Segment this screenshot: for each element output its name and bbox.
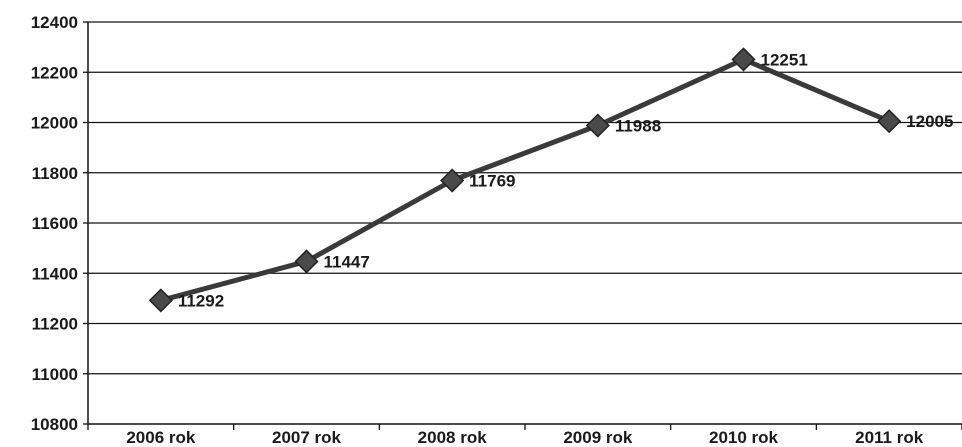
data-point-marker bbox=[585, 113, 610, 138]
x-tick-label: 2011 rok bbox=[855, 428, 924, 447]
data-label: 11447 bbox=[324, 252, 370, 271]
series-markers bbox=[148, 47, 902, 313]
y-tick-label: 11600 bbox=[32, 214, 78, 233]
data-label: 12251 bbox=[761, 50, 808, 69]
x-tick-label: 2010 rok bbox=[709, 428, 779, 447]
y-tick-label: 11000 bbox=[32, 365, 78, 384]
x-tick-label: 2007 rok bbox=[272, 428, 342, 447]
y-tick-label: 11200 bbox=[32, 315, 78, 334]
series-line bbox=[160, 56, 891, 303]
x-tick-label: 2009 rok bbox=[563, 428, 633, 447]
y-tick-label: 12200 bbox=[31, 63, 78, 82]
data-point-marker bbox=[294, 249, 319, 274]
axes bbox=[83, 21, 962, 430]
data-point-marker bbox=[877, 109, 902, 134]
data-label: 11769 bbox=[469, 172, 515, 191]
y-tick-label: 10800 bbox=[31, 415, 78, 434]
data-label: 11292 bbox=[178, 291, 224, 310]
data-label: 12005 bbox=[906, 112, 953, 131]
data-labels: 11292 11447 11769 11988 12251 12005 bbox=[178, 50, 954, 310]
y-tick-label: 12400 bbox=[31, 13, 78, 32]
data-point-marker bbox=[148, 288, 173, 313]
x-tick-label: 2006 rok bbox=[126, 428, 196, 447]
y-tick-label: 12000 bbox=[31, 114, 78, 133]
data-label: 11988 bbox=[615, 117, 661, 136]
y-tick-label: 11800 bbox=[32, 164, 78, 183]
y-tick-label: 11400 bbox=[32, 264, 78, 283]
y-tick-labels: 10800 11000 11200 11400 11600 11800 12000 12200… bbox=[31, 13, 78, 434]
x-tick-label: 2008 rok bbox=[418, 428, 488, 447]
x-tick-labels: 2006 rok 2007 rok 2008 rok 2009 rok 2010 rok… bbox=[126, 428, 923, 447]
series-line-path bbox=[160, 56, 891, 303]
gridlines bbox=[88, 21, 962, 375]
data-point-marker bbox=[731, 47, 756, 72]
data-point-marker bbox=[440, 168, 465, 193]
